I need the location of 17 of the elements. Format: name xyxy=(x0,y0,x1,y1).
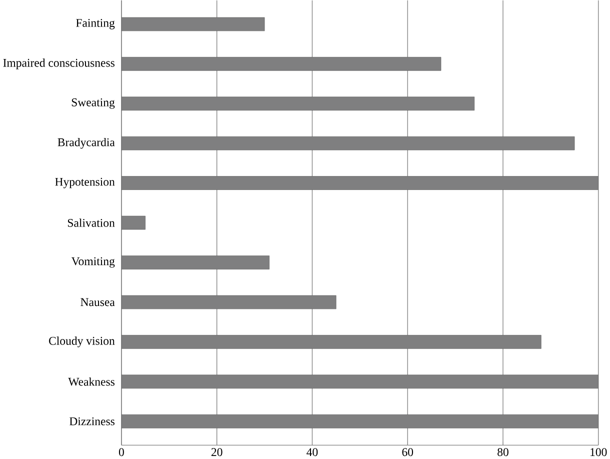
y-tick-label: Hypotension xyxy=(55,178,115,188)
x-tick-label: 40 xyxy=(306,448,318,456)
x-tick-label: 20 xyxy=(211,448,222,456)
x-tick-label: 0 xyxy=(118,448,124,456)
y-tick-label: Dizziness xyxy=(70,417,114,426)
y-tick-label: Weakness xyxy=(68,378,114,386)
x-tick-label: 60 xyxy=(402,448,414,456)
y-tick-label: Sweating xyxy=(72,98,115,109)
y-tick-label: Vomiting xyxy=(71,257,115,268)
y-tick-label: Fainting xyxy=(76,19,115,30)
x-tick-label: 100 xyxy=(590,448,607,456)
y-tick-label: Bradycardia xyxy=(58,138,115,149)
y-tick-label: Salivation xyxy=(68,218,115,227)
x-tick-label: 80 xyxy=(498,448,508,456)
y-tick-label: Impaired consciousness xyxy=(3,58,114,70)
y-tick-label: Cloudy vision xyxy=(49,336,115,348)
y-tick-label: Nausea xyxy=(80,298,115,306)
